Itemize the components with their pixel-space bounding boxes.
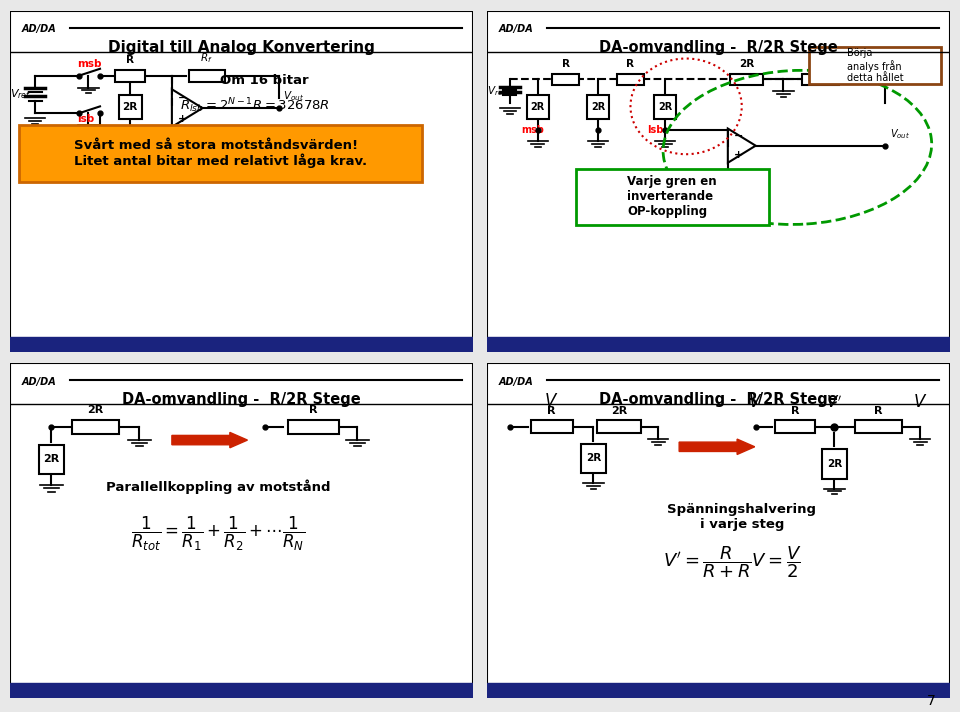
- FancyBboxPatch shape: [576, 169, 769, 225]
- Bar: [84, 130, 117, 159]
- FancyBboxPatch shape: [19, 125, 422, 182]
- Text: 2R: 2R: [827, 459, 842, 469]
- Text: R: R: [309, 405, 318, 415]
- Text: 2R: 2R: [611, 406, 627, 416]
- Text: AD/DA: AD/DA: [21, 377, 56, 387]
- Bar: [654, 95, 677, 120]
- Text: $V$: $V$: [544, 392, 559, 410]
- Text: $V_{ref}$: $V_{ref}$: [487, 84, 507, 98]
- Bar: [731, 73, 762, 85]
- Text: 7: 7: [927, 694, 936, 708]
- Text: −: −: [178, 93, 187, 103]
- Bar: [10, 683, 473, 698]
- FancyBboxPatch shape: [809, 46, 941, 84]
- Bar: [527, 95, 549, 120]
- Text: $V$: $V$: [913, 392, 927, 411]
- Text: R: R: [791, 406, 800, 416]
- Text: $2^{N-1}$R: $2^{N-1}$R: [84, 137, 115, 150]
- Text: 2R: 2R: [659, 102, 672, 112]
- Text: −: −: [733, 131, 743, 141]
- Bar: [822, 449, 848, 479]
- FancyArrow shape: [172, 432, 248, 448]
- Bar: [487, 683, 950, 698]
- Bar: [587, 95, 610, 120]
- Text: AD/DA: AD/DA: [498, 24, 533, 34]
- Text: $V' = \dfrac{R}{R+R}V = \dfrac{V}{2}$: $V' = \dfrac{R}{R+R}V = \dfrac{V}{2}$: [663, 545, 802, 580]
- Text: 2R: 2R: [87, 405, 104, 415]
- Text: AD/DA: AD/DA: [498, 377, 533, 387]
- Bar: [72, 419, 119, 434]
- Bar: [775, 420, 815, 433]
- Text: Om 16 bitar: Om 16 bitar: [220, 74, 309, 87]
- Text: DA-omvandling -  R/2R Stege: DA-omvandling - R/2R Stege: [599, 40, 838, 55]
- Text: +: +: [178, 114, 186, 124]
- Text: R: R: [547, 406, 556, 416]
- Text: $R_{lsb} = 2^{N-1}R = 32678R$: $R_{lsb} = 2^{N-1}R = 32678R$: [180, 96, 330, 115]
- Bar: [115, 70, 145, 82]
- Text: msb: msb: [521, 125, 544, 135]
- Text: R: R: [627, 59, 635, 69]
- Bar: [855, 420, 901, 433]
- Text: 2R: 2R: [123, 102, 138, 112]
- Text: R: R: [875, 406, 883, 416]
- Text: Spänningshalvering
i varje steg: Spänningshalvering i varje steg: [667, 503, 816, 531]
- Text: 2R: 2R: [531, 102, 545, 112]
- Text: msb: msb: [77, 59, 102, 69]
- Text: Digital till Analog Konvertering: Digital till Analog Konvertering: [108, 40, 374, 55]
- Text: Parallellkoppling av motstånd: Parallellkoppling av motstånd: [106, 480, 330, 494]
- Text: +: +: [733, 150, 743, 160]
- FancyArrow shape: [679, 439, 755, 454]
- Text: 2R: 2R: [43, 454, 60, 464]
- Text: R: R: [562, 59, 569, 69]
- Text: DA-omvandling -  R/2R Stege: DA-omvandling - R/2R Stege: [599, 392, 838, 407]
- Text: 2R: 2R: [590, 102, 605, 112]
- Text: AD/DA: AD/DA: [21, 24, 56, 34]
- Bar: [38, 445, 64, 474]
- Bar: [552, 73, 580, 85]
- Text: Varje gren en
inverterande
OP-koppling: Varje gren en inverterande OP-koppling: [628, 175, 717, 219]
- Text: DA-omvandling -  R/2R Stege: DA-omvandling - R/2R Stege: [122, 392, 361, 407]
- Text: 2R: 2R: [739, 59, 754, 69]
- Text: $V'$: $V'$: [827, 394, 843, 412]
- Text: lsb: lsb: [647, 125, 663, 135]
- Bar: [531, 420, 572, 433]
- Bar: [288, 419, 339, 434]
- Text: Börja
analys från
detta hållet: Börja analys från detta hållet: [847, 48, 903, 83]
- Text: $\dfrac{1}{R_{tot}} = \dfrac{1}{R_1} + \dfrac{1}{R_2} + \cdots \dfrac{1}{R_N}$: $\dfrac{1}{R_{tot}} = \dfrac{1}{R_1} + \…: [132, 515, 305, 553]
- Text: $V_{out}$: $V_{out}$: [283, 89, 304, 103]
- Text: $R_f$: $R_f$: [201, 51, 213, 66]
- Text: lsb: lsb: [77, 114, 94, 124]
- Bar: [597, 420, 641, 433]
- Bar: [487, 337, 950, 352]
- Text: 2R: 2R: [586, 454, 601, 464]
- Text: Svårt med så stora motståndsvärden!
Litet antal bitar med relativt låga krav.: Svårt med så stora motståndsvärden! Lite…: [74, 139, 367, 169]
- Text: $V$: $V$: [749, 392, 763, 411]
- Bar: [119, 95, 142, 119]
- Bar: [616, 73, 644, 85]
- Text: $V_{ref}$: $V_{ref}$: [10, 88, 31, 101]
- Bar: [188, 70, 225, 82]
- Text: R: R: [126, 56, 134, 66]
- Bar: [581, 444, 606, 473]
- Text: $V_{out}$: $V_{out}$: [890, 127, 910, 140]
- Text: $R_f$: $R_f$: [814, 56, 827, 69]
- Bar: [803, 73, 839, 85]
- Bar: [10, 337, 473, 352]
